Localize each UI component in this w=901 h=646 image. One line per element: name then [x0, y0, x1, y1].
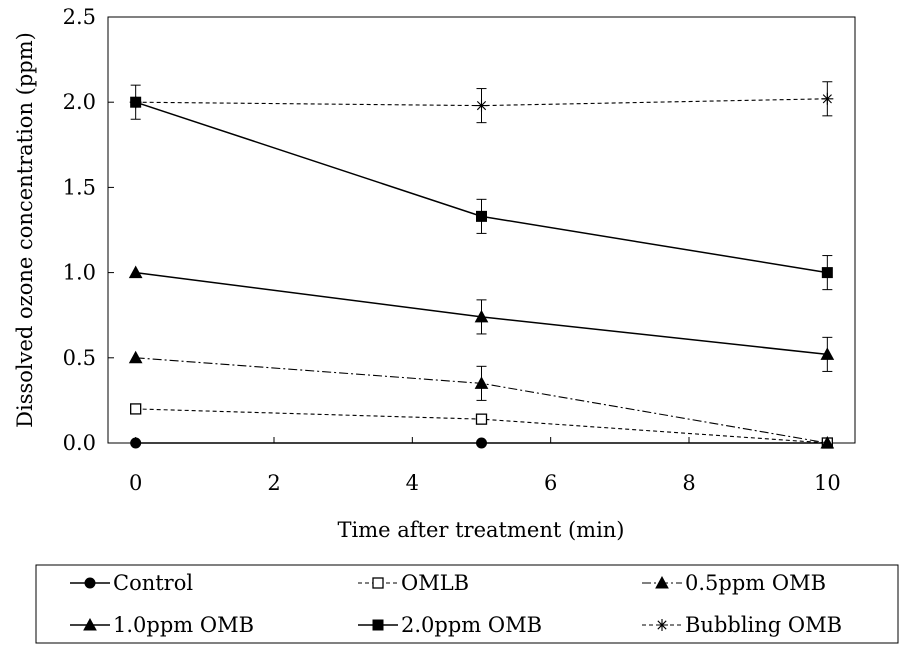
legend-item: 1.0ppm OMB [70, 613, 254, 637]
legend: Control OMLB 0.5ppm OMB 1.0ppm OMB 2.0ppm OM… [70, 571, 842, 637]
y-tick-label: 1.0 [63, 261, 96, 285]
series-line [135, 101, 828, 274]
legend-label: 1.0ppm OMB [113, 613, 254, 637]
data-point [476, 210, 487, 222]
data-point [821, 92, 834, 105]
x-tick-label: 4 [406, 471, 419, 495]
legend-marker [83, 617, 97, 631]
data-point [130, 437, 142, 449]
data-point [476, 437, 487, 449]
data-point [128, 350, 143, 364]
x-tick-label: 0 [129, 471, 142, 495]
y-tick-label: 2.5 [63, 5, 96, 29]
data-point [475, 99, 488, 112]
x-tick-label: 2 [267, 471, 280, 495]
x-tick-label: 8 [682, 471, 695, 495]
legend-item: Bubbling OMB [642, 613, 842, 637]
data-point [128, 265, 143, 279]
legend-label: 2.0ppm OMB [401, 613, 542, 637]
legend-box [35, 564, 899, 644]
legend-label: Control [113, 571, 193, 595]
data-point [475, 413, 488, 425]
legend-marker [656, 619, 668, 631]
y-tick-label: 0.5 [63, 346, 96, 370]
legend-label: OMLB [401, 571, 469, 595]
y-axis-ticks: 0.0 0.5 1.0 1.5 2.0 2.5 [63, 5, 114, 455]
data-point [474, 376, 489, 389]
legend-item: 0.5ppm OMB [642, 571, 826, 595]
y-tick-label: 0.0 [63, 431, 96, 455]
x-axis-ticks: 0 2 4 6 8 10 [129, 437, 841, 495]
legend-marker [372, 619, 384, 631]
x-axis-title: Time after treatment (min) [338, 518, 625, 542]
data-point [820, 347, 835, 360]
y-tick-label: 2.0 [63, 90, 96, 114]
series-bubbling-omb [129, 81, 834, 124]
series-0-5ppm-omb [128, 350, 835, 449]
series-layer [128, 81, 835, 449]
x-tick-label: 10 [814, 471, 841, 495]
series-1-0ppm-omb [128, 265, 835, 372]
data-point [821, 267, 833, 279]
legend-marker [372, 577, 384, 589]
x-tick-label: 6 [544, 471, 557, 495]
data-point [820, 435, 835, 449]
data-point [474, 309, 489, 323]
legend-item: OMLB [358, 571, 469, 595]
legend-marker [84, 577, 96, 589]
legend-item: 2.0ppm OMB [358, 613, 542, 637]
data-point [130, 403, 142, 415]
legend-item: Control [70, 571, 193, 595]
legend-label: 0.5ppm OMB [685, 571, 826, 595]
series-control [130, 437, 833, 449]
legend-label: Bubbling OMB [685, 613, 842, 637]
data-point [129, 96, 142, 109]
y-tick-label: 1.5 [63, 175, 96, 199]
legend-marker [655, 575, 669, 589]
y-axis-title: Dissolved ozone concentration (ppm) [13, 32, 37, 428]
